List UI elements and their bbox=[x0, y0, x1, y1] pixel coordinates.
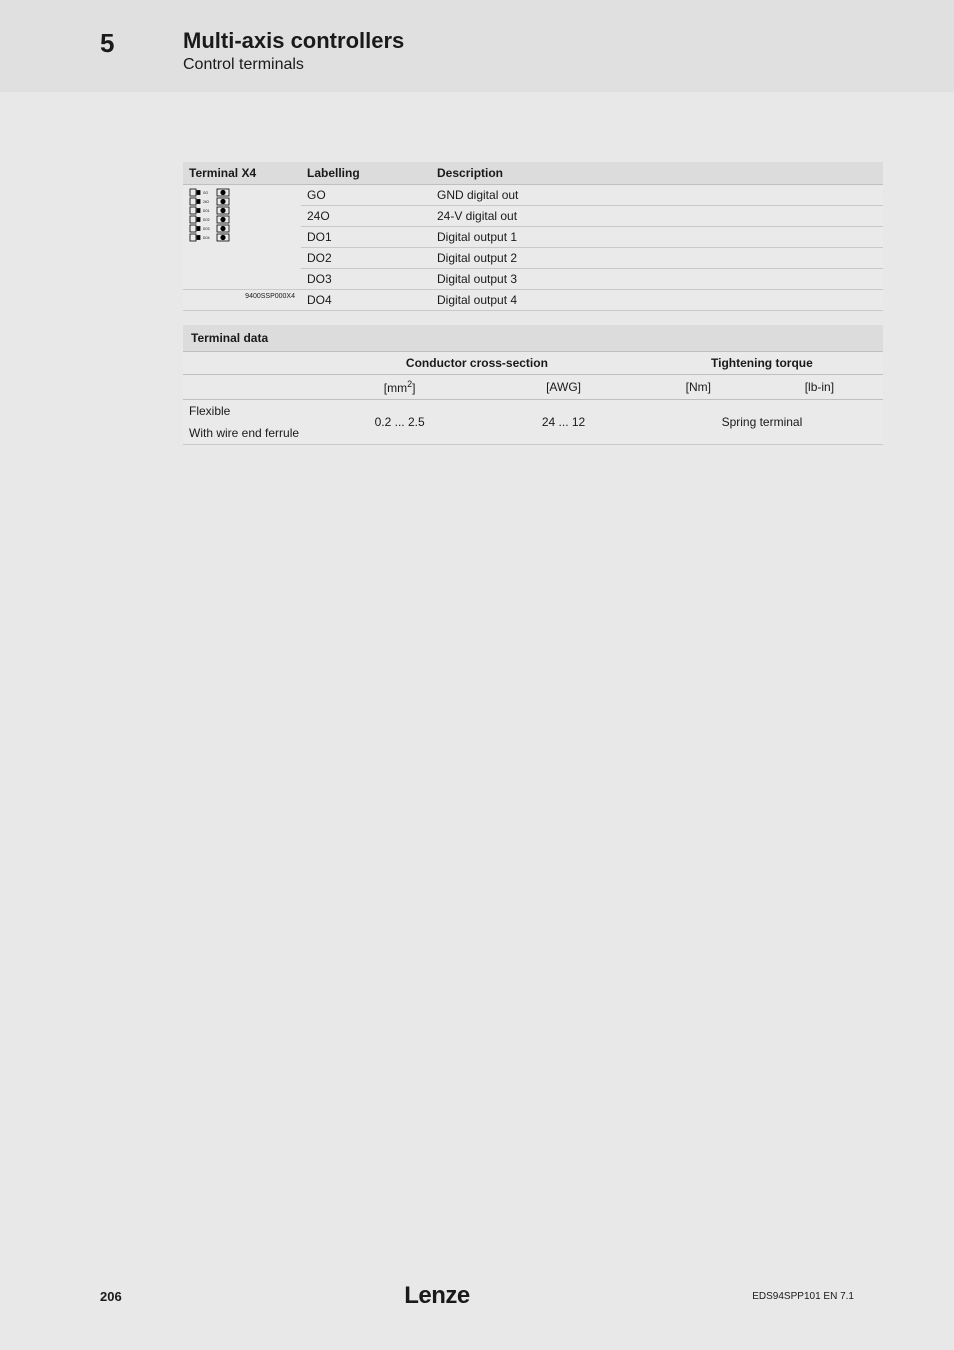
cell-description: Digital output 2 bbox=[431, 248, 883, 269]
unit-nm: [Nm] bbox=[641, 375, 756, 400]
part-number: 9400SSP000X4 bbox=[183, 290, 301, 311]
svg-text:DO4: DO4 bbox=[203, 236, 210, 240]
blank-cell bbox=[183, 375, 313, 400]
group-header-torque: Tightening torque bbox=[641, 352, 883, 375]
cell-labelling: DO1 bbox=[301, 227, 431, 248]
svg-text:GO: GO bbox=[203, 191, 208, 195]
cell-description: 24-V digital out bbox=[431, 206, 883, 227]
document-id: EDS94SPP101 EN 7.1 bbox=[752, 1291, 854, 1302]
cell-description: Digital output 3 bbox=[431, 269, 883, 290]
page-number: 206 bbox=[100, 1289, 122, 1304]
blank-cell bbox=[183, 352, 313, 375]
terminal-table: Terminal X4 Labelling Description bbox=[183, 162, 883, 311]
content-area: Terminal X4 Labelling Description bbox=[183, 162, 883, 445]
cell-description: Digital output 4 bbox=[431, 290, 883, 311]
unit-mm2: [mm2] bbox=[313, 375, 486, 400]
cell-labelling: DO4 bbox=[301, 290, 431, 311]
terminal-image-cell: GO 24O DO1 DO2 DO3 DO4 bbox=[183, 185, 301, 290]
group-header-cross-section: Conductor cross-section bbox=[313, 352, 641, 375]
cell-labelling: DO3 bbox=[301, 269, 431, 290]
th-labelling: Labelling bbox=[301, 162, 431, 185]
chapter-subtitle: Control terminals bbox=[183, 56, 954, 74]
terminal-data-title: Terminal data bbox=[183, 325, 883, 352]
cell-mm2: 0.2 ... 2.5 bbox=[313, 400, 486, 445]
svg-text:DO1: DO1 bbox=[203, 209, 210, 213]
terminal-data-table: Conductor cross-section Tightening torqu… bbox=[183, 352, 883, 445]
chapter-number: 5 bbox=[100, 28, 114, 59]
chapter-title: Multi-axis controllers bbox=[183, 28, 954, 54]
cell-torque: Spring terminal bbox=[641, 400, 883, 445]
terminal-connector-icon: GO 24O DO1 DO2 DO3 DO4 bbox=[189, 188, 231, 244]
row-wire-end-ferrule: With wire end ferrule bbox=[183, 422, 313, 445]
page-header: 5 Multi-axis controllers Control termina… bbox=[0, 0, 954, 92]
svg-text:24O: 24O bbox=[203, 200, 210, 204]
unit-awg: [AWG] bbox=[486, 375, 641, 400]
th-terminal: Terminal X4 bbox=[183, 162, 301, 185]
cell-labelling: DO2 bbox=[301, 248, 431, 269]
page-footer: 206 Lenze EDS94SPP101 EN 7.1 bbox=[0, 1282, 954, 1310]
cell-description: Digital output 1 bbox=[431, 227, 883, 248]
th-description: Description bbox=[431, 162, 883, 185]
cell-description: GND digital out bbox=[431, 185, 883, 206]
row-flexible: Flexible bbox=[183, 400, 313, 423]
cell-labelling: GO bbox=[301, 185, 431, 206]
cell-labelling: 24O bbox=[301, 206, 431, 227]
brand-logo: Lenze bbox=[404, 1282, 470, 1310]
svg-text:DO2: DO2 bbox=[203, 218, 210, 222]
cell-awg: 24 ... 12 bbox=[486, 400, 641, 445]
unit-lbin: [lb-in] bbox=[756, 375, 883, 400]
svg-text:DO3: DO3 bbox=[203, 227, 210, 231]
